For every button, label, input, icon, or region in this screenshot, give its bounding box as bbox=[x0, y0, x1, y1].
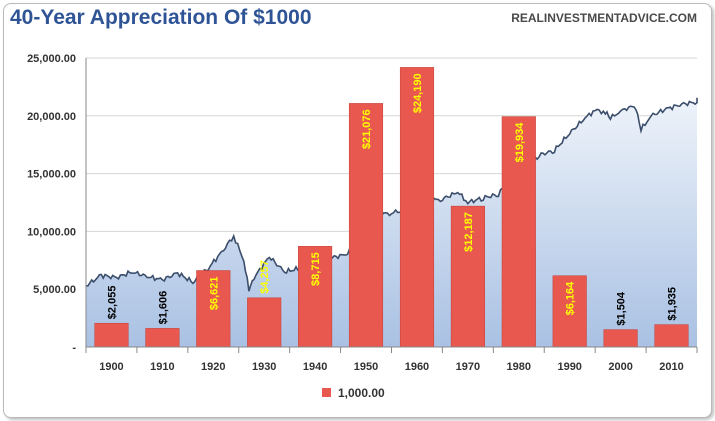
y-tick-label: - bbox=[72, 342, 76, 354]
bar-label-1960: $24,190 bbox=[412, 73, 424, 113]
bar-1960 bbox=[399, 67, 435, 348]
background-area-series bbox=[85, 97, 698, 347]
chart-source: REALINVESTMENTADVICE.COM bbox=[511, 11, 697, 25]
bar-label-1940: $8,715 bbox=[310, 252, 322, 286]
x-tick-label: 1970 bbox=[456, 361, 480, 373]
bar-label-1980: $19,934 bbox=[514, 122, 526, 163]
bar-label-1900: $2,055 bbox=[107, 286, 119, 320]
bar-1920 bbox=[196, 270, 231, 348]
bar-1940 bbox=[298, 246, 333, 348]
bar-label-1970: $12,187 bbox=[463, 212, 475, 252]
y-tick-label: 20,000.00 bbox=[27, 111, 76, 123]
bar-label-1930: $4,257 bbox=[259, 260, 271, 294]
x-tick-label: 1900 bbox=[99, 361, 123, 373]
bar-2000 bbox=[603, 329, 638, 348]
legend: 1,000.00 bbox=[322, 386, 385, 400]
x-tick-label: 1930 bbox=[252, 361, 276, 373]
bar-1950 bbox=[348, 103, 384, 348]
x-tick-label: 1990 bbox=[557, 361, 581, 373]
x-tick-label: 1950 bbox=[354, 361, 378, 373]
y-tick-label: 15,000.00 bbox=[27, 169, 76, 181]
axes bbox=[85, 58, 698, 353]
legend-swatch bbox=[322, 388, 331, 397]
x-tick-label: 2000 bbox=[608, 361, 632, 373]
background-area-line bbox=[85, 97, 698, 292]
bar-label-2000: $1,504 bbox=[616, 291, 628, 326]
x-tick-label: 2010 bbox=[659, 361, 683, 373]
y-tick-label: 5,000.00 bbox=[33, 284, 76, 296]
bar-1970 bbox=[450, 205, 485, 348]
bar-1990 bbox=[552, 275, 587, 348]
x-tick-label: 1960 bbox=[405, 361, 429, 373]
bar-label-1990: $6,164 bbox=[565, 281, 577, 316]
bar-1980 bbox=[501, 116, 536, 348]
bar-1910 bbox=[145, 328, 180, 348]
bar-1900 bbox=[94, 322, 129, 348]
bar-data-labels: $2,055 $1,606 $6,621 $4,257 $8,715 $21,076 $24… bbox=[107, 73, 679, 325]
bar-label-2010: $1,935 bbox=[667, 287, 679, 321]
x-tick-label: 1910 bbox=[150, 361, 174, 373]
x-tick-label: 1920 bbox=[201, 361, 225, 373]
background-area-fill bbox=[86, 97, 697, 347]
y-tick-label: 10,000.00 bbox=[27, 226, 76, 238]
bar-label-1950: $21,076 bbox=[361, 109, 373, 149]
bar-1930 bbox=[247, 297, 282, 348]
legend-label: 1,000.00 bbox=[338, 386, 385, 400]
bar-label-1920: $6,621 bbox=[208, 277, 220, 311]
x-tick-label: 1980 bbox=[507, 361, 531, 373]
y-tick-label: 25,000.00 bbox=[27, 53, 76, 65]
x-tick-label: 1940 bbox=[303, 361, 327, 373]
bar-series bbox=[94, 67, 689, 348]
tick-labels: - 5,000.00 10,000.00 15,000.00 20,000.00 25,0… bbox=[27, 53, 684, 373]
bar-2010 bbox=[654, 324, 689, 348]
bar-label-1910: $1,606 bbox=[157, 291, 169, 325]
chart-title: 40-Year Appreciation Of $1000 bbox=[10, 6, 312, 29]
